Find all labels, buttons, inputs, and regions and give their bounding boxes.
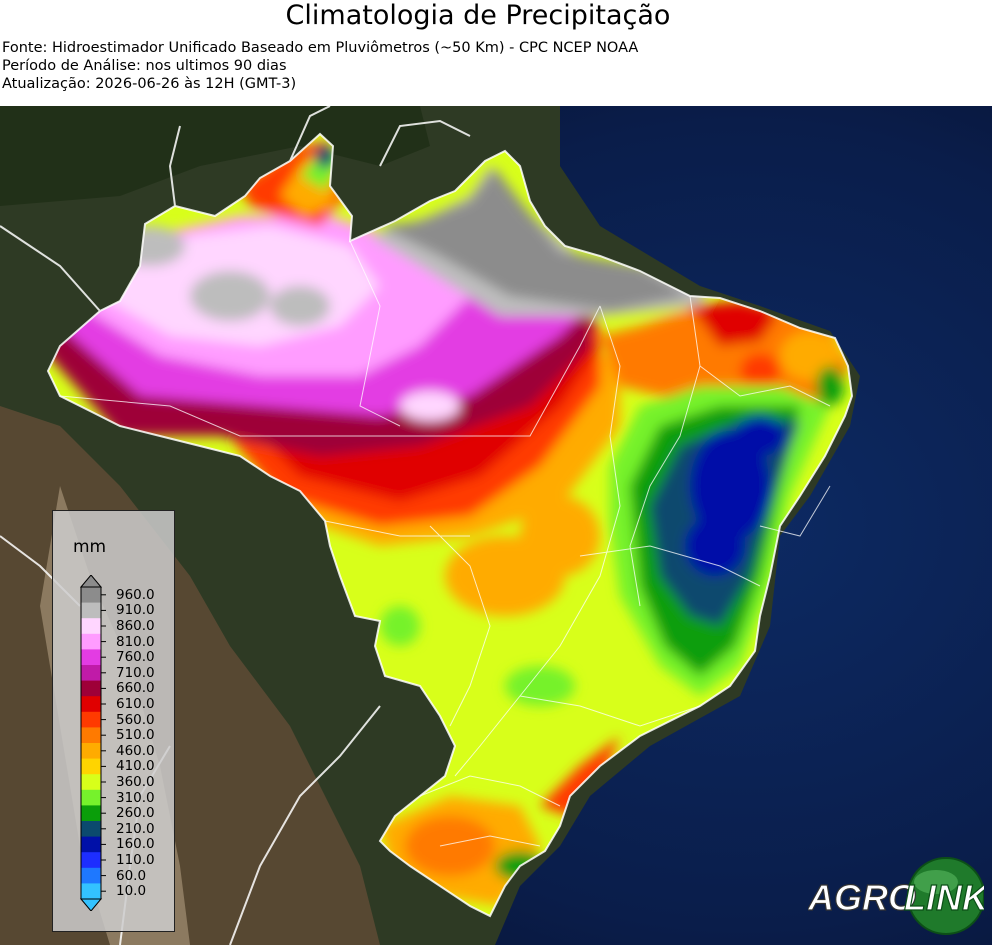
- colorbar-segment: [81, 836, 101, 853]
- colorbar-tick-label: 410.0: [116, 758, 155, 775]
- colorbar-segment: [81, 649, 101, 666]
- colorbar-segment: [81, 758, 101, 775]
- logo-text-agro: AGRO: [808, 877, 916, 918]
- colorbar-segment: [81, 867, 101, 884]
- colorbar-tick-label: 660.0: [116, 680, 155, 697]
- colorbar-tick-label: 760.0: [116, 649, 155, 666]
- precipitation-field: [48, 134, 852, 916]
- colorbar-legend: mm 960.0 910.0 860.0 810.0 760.0 710.0 660.0 61…: [52, 510, 175, 932]
- colorbar-segment: [81, 602, 101, 619]
- colorbar-tick-label: 360.0: [116, 774, 155, 790]
- colorbar-segment: [81, 789, 101, 806]
- colorbar-extend-bottom: [79, 898, 103, 911]
- colorbar-tick-label: 160.0: [116, 836, 155, 853]
- colorbar-segment: [81, 618, 101, 635]
- colorbar-segment: [81, 805, 101, 822]
- period-text: Período de Análise: nos ultimos 90 dias: [2, 58, 287, 74]
- colorbar-tick-label: 260.0: [116, 805, 155, 822]
- colorbar-tick-label: 10.0: [116, 883, 147, 900]
- colorbar-segment: [81, 633, 101, 650]
- colorbar-segment: [81, 743, 101, 760]
- colorbar-segment: [81, 665, 101, 682]
- source-text: Fonte: Hidroestimador Unificado Baseado …: [2, 40, 639, 56]
- colorbar-segment: [81, 696, 101, 713]
- colorbar-extend-top: [79, 575, 103, 588]
- colorbar-tick-label: 110.0: [116, 852, 155, 868]
- colorbar-segment: [81, 852, 101, 869]
- colorbar-tick-label: 910.0: [116, 602, 155, 619]
- colorbar-tick-label: 60.0: [116, 867, 147, 884]
- colorbar-tick-label: 460.0: [116, 742, 155, 759]
- country-borders: [0, 106, 854, 945]
- colorbar-tick-label: 960.0: [116, 586, 155, 603]
- colorbar-segment: [81, 883, 101, 900]
- colorbar-segment: [81, 727, 101, 744]
- colorbar-tick-label: 710.0: [116, 664, 155, 681]
- colorbar-segment: [81, 774, 101, 791]
- colorbar-tick-label: 510.0: [116, 727, 155, 744]
- colorbar-tick-label: 610.0: [116, 696, 155, 712]
- agrolink-logo: AGRO LINK: [806, 856, 992, 936]
- page-title: Climatologia de Precipitação: [285, 0, 671, 31]
- colorbar-tick-label: 860.0: [116, 618, 155, 634]
- colorbar-tick-label: 810.0: [116, 633, 155, 650]
- colorbar-tick-label: 210.0: [116, 820, 155, 837]
- colorbar-tick-label: 560.0: [116, 711, 155, 728]
- colorbar-tick-label: 310.0: [116, 789, 155, 806]
- legend-unit-label: mm: [73, 537, 107, 557]
- colorbar-segment: [81, 587, 101, 604]
- colorbar-segment: [81, 821, 101, 838]
- logo-text-link: LINK: [904, 877, 984, 918]
- colorbar: [79, 575, 106, 911]
- colorbar-segment: [81, 711, 101, 728]
- update-text: Atualização: 2026-06-26 às 12H (GMT-3): [2, 76, 297, 92]
- state-borders: [59, 240, 831, 847]
- colorbar-segment: [81, 680, 101, 697]
